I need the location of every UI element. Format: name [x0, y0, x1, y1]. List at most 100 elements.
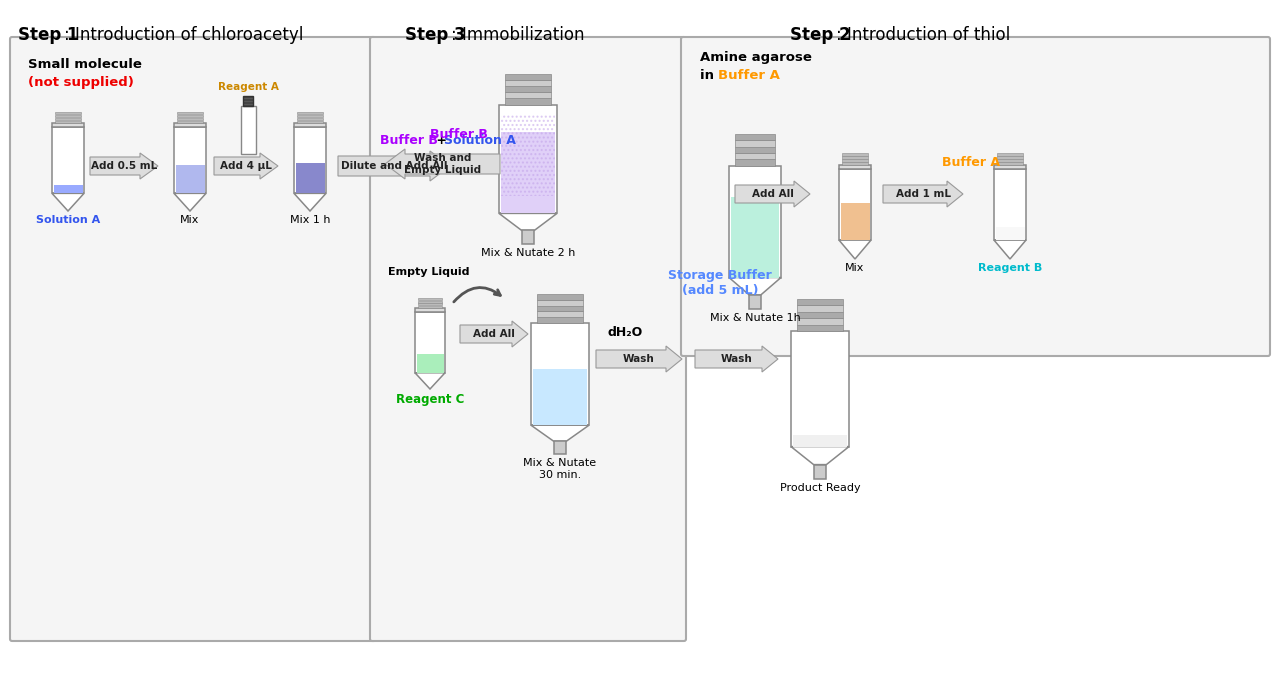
FancyArrow shape [338, 151, 451, 181]
Bar [791, 331, 849, 447]
Text: Amine agarose: Amine agarose [700, 51, 812, 64]
Bar [417, 298, 443, 301]
Bar [997, 153, 1023, 155]
Bar [838, 168, 870, 240]
Bar [538, 300, 582, 305]
Bar [54, 185, 82, 194]
Text: Step 2: Step 2 [790, 26, 851, 44]
Text: : Introduction of thiol: : Introduction of thiol [836, 26, 1010, 44]
Text: Solution A: Solution A [444, 134, 516, 147]
FancyArrow shape [735, 181, 810, 207]
Polygon shape [174, 194, 206, 211]
Text: Buffer B: Buffer B [430, 127, 488, 140]
Text: Storage Buffer
(add 5 mL): Storage Buffer (add 5 mL) [668, 269, 772, 297]
Bar [554, 441, 566, 454]
Bar [500, 115, 556, 196]
Bar [842, 153, 868, 155]
Polygon shape [499, 213, 557, 231]
Text: Product Ready: Product Ready [780, 483, 860, 493]
Bar [731, 197, 780, 278]
Bar [506, 99, 550, 105]
FancyArrow shape [385, 149, 500, 179]
Bar [735, 134, 776, 140]
Bar [532, 369, 588, 425]
Text: Wash: Wash [623, 354, 655, 364]
Bar [55, 113, 81, 115]
Polygon shape [730, 278, 781, 295]
Bar [842, 159, 868, 161]
Polygon shape [995, 240, 1027, 259]
Bar [417, 306, 443, 308]
Bar [538, 294, 582, 300]
Bar [294, 127, 326, 194]
Text: Solution A: Solution A [36, 215, 100, 225]
Text: Reagent C: Reagent C [396, 393, 465, 406]
Bar [735, 153, 776, 159]
Text: Buffer B: Buffer B [380, 134, 438, 147]
Bar [297, 115, 323, 117]
Polygon shape [791, 447, 849, 465]
Bar [506, 92, 550, 99]
Bar [174, 127, 206, 194]
Bar [177, 115, 204, 117]
FancyBboxPatch shape [10, 37, 376, 641]
Text: Mix & Nutate
30 min.: Mix & Nutate 30 min. [524, 458, 596, 480]
Bar [735, 140, 776, 147]
FancyArrow shape [90, 153, 157, 179]
Polygon shape [52, 194, 84, 211]
Bar [55, 118, 81, 120]
Bar [243, 96, 253, 106]
Bar [538, 317, 582, 323]
Bar [177, 118, 204, 120]
Text: Wash and
Empty Liquid: Wash and Empty Liquid [404, 153, 481, 175]
Bar [794, 435, 847, 447]
Bar [997, 162, 1023, 164]
FancyArrow shape [460, 321, 529, 347]
Bar [730, 166, 781, 278]
Bar [838, 164, 870, 168]
Polygon shape [531, 425, 589, 441]
Text: Add 0.5 mL: Add 0.5 mL [91, 161, 157, 171]
Text: Add 4 μL: Add 4 μL [220, 161, 271, 171]
Bar [797, 305, 842, 312]
FancyArrow shape [214, 153, 278, 179]
Bar [55, 121, 81, 123]
Text: : Introduction of chloroacetyl: : Introduction of chloroacetyl [64, 26, 303, 44]
Bar [500, 132, 556, 213]
Bar [841, 203, 869, 240]
Bar [52, 123, 84, 127]
Bar [842, 156, 868, 159]
Bar [297, 113, 323, 115]
Bar [416, 354, 443, 373]
Text: Buffer A: Buffer A [718, 69, 780, 82]
Bar [415, 308, 445, 312]
Bar [52, 127, 84, 194]
Bar [735, 159, 776, 166]
FancyArrow shape [596, 346, 682, 372]
Bar [297, 118, 323, 120]
FancyBboxPatch shape [681, 37, 1270, 356]
Bar [415, 312, 445, 373]
FancyArrow shape [695, 346, 778, 372]
Bar [996, 227, 1024, 240]
Polygon shape [415, 373, 445, 389]
Bar [842, 162, 868, 164]
Text: Step 3: Step 3 [404, 26, 466, 44]
Bar [506, 86, 550, 92]
Text: Mix & Nutate 2 h: Mix & Nutate 2 h [481, 248, 575, 258]
Text: Mix: Mix [845, 263, 865, 273]
Polygon shape [294, 194, 326, 211]
Text: Add All: Add All [751, 189, 794, 199]
Text: Buffer A: Buffer A [942, 155, 1000, 168]
FancyArrow shape [883, 181, 963, 207]
Text: Step 1: Step 1 [18, 26, 78, 44]
Bar [55, 115, 81, 117]
Bar [814, 465, 827, 479]
Bar [175, 166, 205, 194]
Text: Add 1 mL: Add 1 mL [896, 189, 951, 199]
Bar [294, 123, 326, 127]
Bar [499, 105, 557, 213]
Text: Empty Liquid: Empty Liquid [388, 267, 470, 277]
Text: Wash: Wash [721, 354, 753, 364]
Bar [531, 323, 589, 425]
